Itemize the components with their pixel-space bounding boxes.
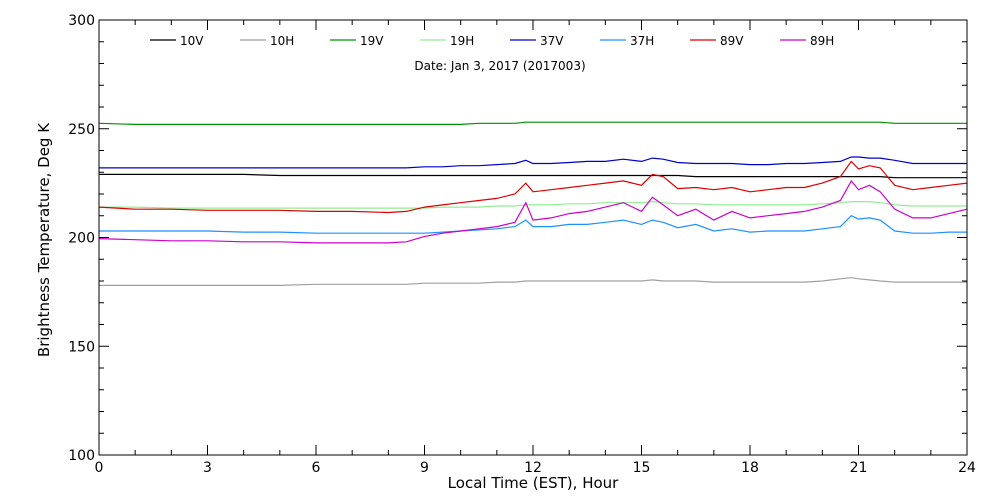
plot-frame [98, 19, 968, 456]
y-axis-ticks: 100 150 200 250 300 [68, 13, 967, 464]
legend-label-89V: 89V [720, 34, 744, 48]
x-tick-label: 6 [312, 460, 321, 476]
series-line-10V [99, 173, 967, 179]
x-tick-label: 24 [958, 460, 976, 476]
plot-series-group [98, 121, 968, 286]
x-axis-ticks: 0 3 6 9 12 15 18 21 24 [95, 20, 976, 476]
legend-label-89H: 89H [810, 34, 834, 48]
x-tick-label: 12 [524, 460, 542, 476]
y-tick-label: 200 [68, 231, 95, 247]
series-line-19H [99, 200, 967, 209]
series-line-89H [98, 179, 968, 244]
legend-label-37V: 37V [540, 34, 564, 48]
y-tick-label: 300 [68, 13, 95, 29]
x-axis-title: Local Time (EST), Hour [448, 474, 619, 492]
x-tick-label: 0 [95, 460, 104, 476]
date-label: Date: Jan 3, 2017 (2017003) [414, 59, 585, 73]
x-tick-label: 15 [633, 460, 651, 476]
series-line-37H [99, 214, 967, 234]
legend-label-19H: 19H [450, 34, 474, 48]
legend-label-10H: 10H [270, 34, 294, 48]
x-tick-label: 3 [203, 460, 212, 476]
series-line-19V [98, 121, 967, 126]
y-tick-label: 100 [68, 448, 95, 464]
series-line-10H [99, 277, 967, 286]
series-line-89V [98, 160, 968, 214]
legend: 10V 10H 19V 19H 37V 37H 89V 89H [150, 34, 834, 48]
legend-label-37H: 37H [630, 34, 654, 48]
x-tick-label: 9 [420, 460, 429, 476]
legend-label-19V: 19V [360, 34, 384, 48]
y-tick-label: 250 [68, 122, 95, 138]
y-tick-label: 150 [68, 339, 95, 355]
series-line-37V [99, 156, 967, 169]
x-tick-label: 21 [850, 460, 868, 476]
legend-label-10V: 10V [180, 34, 204, 48]
y-axis-title: Brightness Temperature, Deg K [35, 122, 53, 357]
x-tick-label: 18 [741, 460, 759, 476]
